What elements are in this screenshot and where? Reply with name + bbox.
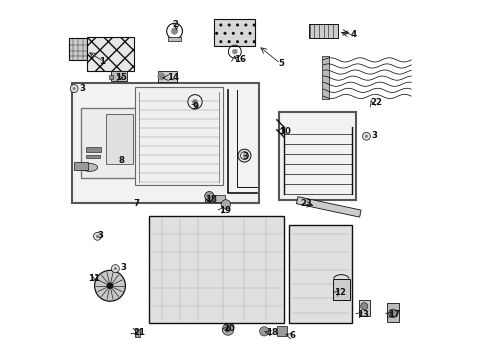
Circle shape <box>388 309 396 318</box>
Text: 2: 2 <box>172 19 179 28</box>
Bar <box>333 279 349 300</box>
Bar <box>135 329 140 337</box>
Bar <box>386 303 398 321</box>
Bar <box>69 39 86 60</box>
Circle shape <box>106 283 113 289</box>
Text: 21: 21 <box>133 328 145 337</box>
Text: 9: 9 <box>192 102 198 111</box>
Circle shape <box>362 132 369 140</box>
Bar <box>72 83 258 203</box>
Circle shape <box>259 327 268 336</box>
Circle shape <box>240 152 248 159</box>
Bar <box>308 24 337 39</box>
Text: 5: 5 <box>278 59 284 68</box>
Circle shape <box>232 49 237 54</box>
Text: 1: 1 <box>99 57 105 66</box>
Bar <box>86 154 100 158</box>
Bar <box>111 71 127 81</box>
Circle shape <box>221 200 230 209</box>
Bar <box>278 112 355 200</box>
Bar <box>109 75 112 79</box>
Bar <box>321 56 328 99</box>
Bar <box>289 225 351 323</box>
Circle shape <box>243 154 245 157</box>
Bar <box>158 71 177 82</box>
Text: 22: 22 <box>369 98 381 107</box>
Text: 16: 16 <box>233 55 245 64</box>
Bar <box>74 162 88 170</box>
Text: 3: 3 <box>97 231 103 240</box>
Text: 3: 3 <box>242 152 248 161</box>
Text: 17: 17 <box>387 310 399 319</box>
Text: 3: 3 <box>371 131 377 140</box>
Circle shape <box>171 28 178 35</box>
Bar <box>81 108 139 178</box>
Text: 7: 7 <box>133 199 139 208</box>
Text: 18: 18 <box>204 195 217 204</box>
Circle shape <box>111 265 119 273</box>
Bar <box>185 101 204 109</box>
Bar <box>168 37 180 41</box>
Circle shape <box>96 235 99 238</box>
Circle shape <box>222 324 233 335</box>
Bar <box>149 216 284 323</box>
Text: 13: 13 <box>357 310 369 319</box>
Text: 6: 6 <box>289 332 295 341</box>
Bar <box>204 195 224 202</box>
Text: 19: 19 <box>219 206 231 215</box>
Circle shape <box>94 270 125 301</box>
Circle shape <box>73 87 76 90</box>
Circle shape <box>225 327 230 332</box>
Bar <box>135 87 223 185</box>
Bar <box>106 114 133 164</box>
Text: 15: 15 <box>115 73 127 82</box>
Text: 12: 12 <box>333 288 346 297</box>
Bar <box>358 300 369 316</box>
Text: 3: 3 <box>80 84 85 93</box>
Polygon shape <box>296 197 360 217</box>
Circle shape <box>204 192 214 201</box>
Text: 4: 4 <box>349 30 356 39</box>
Bar <box>87 37 134 71</box>
Text: 14: 14 <box>167 73 179 82</box>
Bar <box>214 19 255 45</box>
Circle shape <box>93 232 101 240</box>
Text: 10: 10 <box>278 127 290 136</box>
Circle shape <box>114 267 117 270</box>
Text: 3: 3 <box>121 264 126 273</box>
Circle shape <box>364 135 367 138</box>
Text: 8: 8 <box>119 156 125 165</box>
Circle shape <box>238 149 250 162</box>
Text: 20: 20 <box>223 324 234 333</box>
Ellipse shape <box>81 163 98 171</box>
Circle shape <box>158 73 164 80</box>
Text: 11: 11 <box>88 274 101 283</box>
Bar <box>276 326 286 336</box>
Circle shape <box>70 85 78 93</box>
Circle shape <box>360 303 367 310</box>
Circle shape <box>242 153 246 158</box>
Circle shape <box>192 99 197 104</box>
Text: 18: 18 <box>265 328 278 337</box>
Bar <box>86 147 101 152</box>
Text: 23: 23 <box>300 199 311 208</box>
